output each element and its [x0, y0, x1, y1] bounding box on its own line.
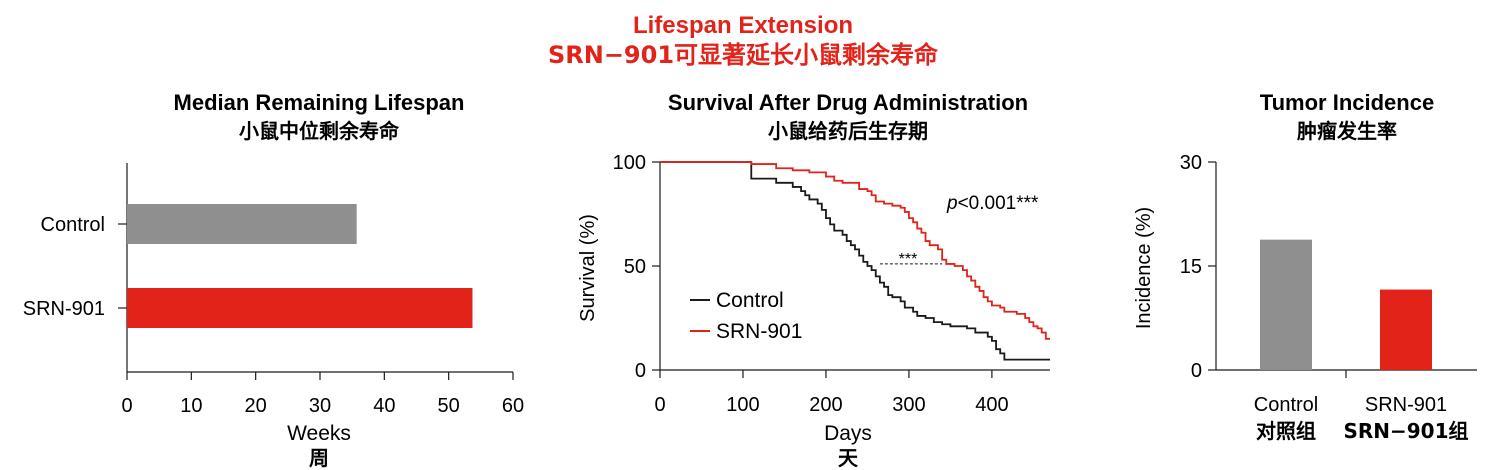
p-value-annotation: p<0.001***	[946, 193, 1039, 214]
survival-curve-srn-901	[660, 161, 1050, 340]
p-value-rest: <0.001***	[958, 193, 1039, 214]
median-lifespan-chart: Median Remaining Lifespan 小鼠中位剩余寿命 0 10 20…	[23, 90, 524, 470]
panel1-x-tick-label: 50	[438, 395, 460, 417]
panel1-title: Median Remaining Lifespan	[174, 90, 465, 115]
panel3-y-tick-label: 30	[1180, 152, 1202, 174]
panel2-xlabel: Days	[824, 422, 872, 445]
panel1-bar-srn-901	[127, 288, 473, 328]
panel3-subtitle: 肿瘤发生率	[1297, 119, 1397, 143]
tumor-incidence-chart: Tumor Incidence 肿瘤发生率 0 15 30 Control 对照组 SRN…	[1133, 90, 1477, 443]
panel1-x-tick-label: 20	[245, 395, 267, 417]
panel2-x-tick-label: 0	[654, 394, 665, 416]
median-significance: ***	[899, 251, 918, 268]
panel1-x-tick-label: 0	[121, 395, 132, 417]
panel1-category-label: Control	[41, 214, 105, 236]
panel2-x-tick-label: 300	[892, 394, 925, 416]
panel3-category-label-cn: SRN−901组	[1343, 419, 1468, 443]
panel1-subtitle: 小鼠中位剩余寿命	[239, 119, 400, 143]
panel1-bar-control	[127, 204, 357, 244]
panel2-subtitle: 小鼠给药后生存期	[768, 119, 928, 143]
panel2-title: Survival After Drug Administration	[668, 90, 1028, 115]
panel3-bar-control	[1260, 239, 1312, 370]
panel3-y-tick-label: 0	[1191, 360, 1202, 382]
panel3-category-label: Control	[1254, 394, 1318, 416]
panel2-y-tick-label: 50	[624, 256, 646, 278]
panel1-xlabel-cn: 周	[309, 446, 329, 470]
panel1-x-tick-label: 30	[309, 395, 331, 417]
panel3-category-label: SRN-901	[1365, 394, 1447, 416]
panel1-category-label: SRN-901	[23, 298, 105, 320]
panel3-title: Tumor Incidence	[1260, 90, 1434, 115]
p-value-text: p	[946, 193, 958, 214]
survival-chart: Survival After Drug Administration 小鼠给药后…	[577, 90, 1050, 470]
panel3-y-tick-label: 15	[1180, 256, 1202, 278]
panel1-x-tick-label: 40	[373, 395, 395, 417]
panel2-x-tick-label: 400	[975, 394, 1008, 416]
panel2-ylabel: Survival (%)	[577, 214, 599, 322]
survival-curve-control	[660, 161, 1050, 361]
panel3-category-label-cn: 对照组	[1256, 419, 1316, 443]
panel3-bar-srn-901	[1380, 289, 1432, 370]
legend: Control SRN-901	[690, 289, 802, 343]
panel2-y-tick-label: 100	[613, 152, 646, 174]
legend-label-control: Control	[716, 289, 784, 312]
panel1-x-tick-label: 60	[502, 395, 524, 417]
figure-title: Lifespan Extension	[633, 12, 853, 39]
panel2-x-tick-label: 200	[809, 394, 842, 416]
legend-label-srn901: SRN-901	[716, 320, 802, 343]
panel1-xlabel: Weeks	[287, 422, 351, 445]
panel2-x-tick-label: 100	[726, 394, 759, 416]
panel2-y-tick-label: 0	[635, 360, 646, 382]
figure-title-cn: SRN−901可显著延长小鼠剩余寿命	[548, 41, 939, 69]
panel2-xlabel-cn: 天	[838, 446, 859, 470]
panel3-ylabel: Incidence (%)	[1133, 207, 1155, 329]
panel1-x-tick-label: 10	[180, 395, 202, 417]
